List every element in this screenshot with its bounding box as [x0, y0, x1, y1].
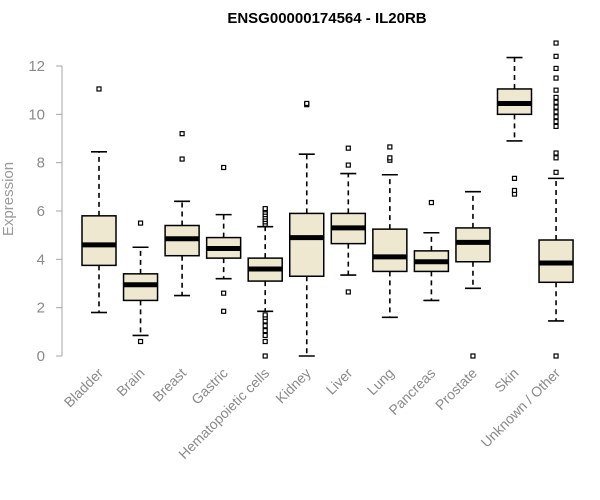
outlier-point [179, 156, 185, 162]
outlier-point [553, 353, 559, 359]
x-category-label: Skin [491, 365, 522, 396]
outlier-point [262, 328, 268, 334]
box-group [496, 56, 533, 197]
outlier-point [511, 187, 518, 194]
iqr-box [81, 215, 117, 267]
chart-title: ENSG00000174564 - IL20RB [227, 10, 426, 27]
y-tick-label: 8 [37, 155, 45, 172]
outlier-point [553, 169, 559, 175]
outlier-point [428, 199, 434, 206]
outlier-point [96, 86, 102, 92]
x-category-label: Unknown / Other [478, 365, 564, 451]
outlier-point [553, 123, 559, 130]
outlier-point [553, 150, 559, 156]
box-group [413, 199, 450, 302]
x-category-label: Brain [113, 365, 147, 399]
y-tick-label: 2 [37, 300, 45, 317]
outlier-point [262, 312, 268, 318]
x-category-label: Kidney [272, 365, 314, 407]
outlier-point [179, 131, 185, 137]
box-group [122, 220, 159, 345]
box-group [455, 190, 491, 359]
outlier-point [221, 164, 227, 171]
outlier-point [553, 155, 559, 161]
outlier-point [137, 220, 144, 226]
box-group [247, 205, 283, 359]
outlier-point [137, 338, 144, 345]
outlier-point [553, 75, 559, 81]
outlier-point [553, 104, 559, 110]
box-group [205, 164, 242, 314]
box-group [289, 100, 325, 357]
y-axis-label: Expression [0, 162, 17, 236]
outlier-point [387, 144, 393, 150]
outlier-point [221, 290, 227, 296]
outlier-point [511, 175, 518, 181]
outlier-point [553, 53, 559, 59]
outlier-point [553, 114, 559, 120]
outlier-point [262, 323, 268, 329]
outlier-point [470, 353, 476, 359]
box-group [372, 144, 408, 319]
iqr-box [289, 212, 325, 278]
outlier-point [304, 100, 310, 107]
plot-area [81, 40, 574, 359]
outlier-point [553, 118, 559, 125]
outlier-point [553, 109, 559, 115]
x-category-label: Breast [149, 365, 189, 405]
x-category-label: Lung [364, 365, 397, 398]
outlier-point [221, 308, 227, 314]
outlier-point [345, 145, 351, 151]
outlier-point [553, 87, 559, 93]
outlier-point [262, 332, 268, 339]
y-tick-label: 0 [37, 348, 45, 365]
y-tick-label: 12 [28, 58, 45, 75]
outlier-point [553, 40, 559, 46]
outlier-point [553, 65, 559, 72]
outlier-point [387, 155, 393, 161]
outlier-point [262, 353, 268, 359]
outlier-point [262, 205, 268, 212]
outlier-point [345, 289, 351, 295]
y-axis: 0 2 4 6 8 10 12 [28, 58, 63, 365]
x-category-label: Prostate [432, 365, 480, 413]
x-category-label: Bladder [61, 365, 107, 411]
outlier-point [345, 162, 351, 168]
iqr-box [372, 228, 408, 273]
y-tick-label: 6 [37, 203, 45, 220]
x-category-label: Liver [323, 365, 356, 398]
box-group [164, 131, 200, 297]
box-group [330, 145, 367, 295]
y-tick-label: 10 [28, 106, 45, 123]
outlier-point [553, 99, 559, 105]
box-group [81, 86, 117, 314]
box-group [538, 40, 574, 359]
outlier-point [262, 338, 268, 345]
outlier-point [553, 94, 559, 101]
y-tick-label: 4 [37, 251, 45, 268]
